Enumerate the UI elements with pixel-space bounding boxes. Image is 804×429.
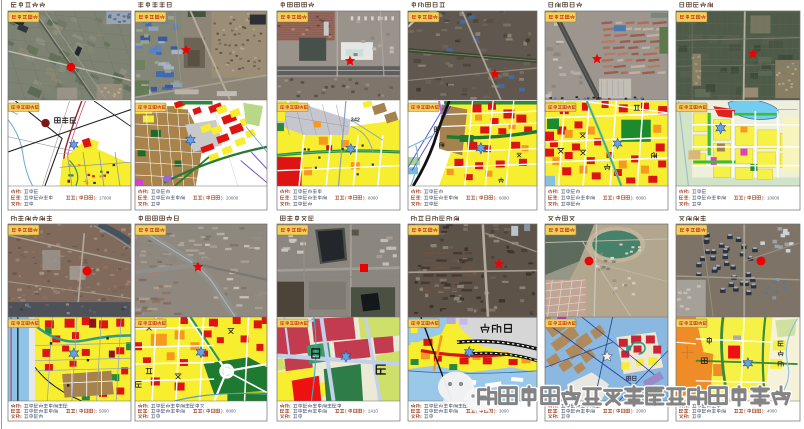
svg-text::: : — [421, 404, 422, 409]
svg-text::: : — [148, 404, 149, 409]
svg-text::: : — [421, 409, 422, 414]
svg-text::: : — [689, 202, 690, 207]
svg-text:(: ( — [476, 195, 478, 200]
svg-text::: : — [148, 189, 149, 194]
svg-text::: : — [148, 195, 149, 200]
svg-text:):: ): — [363, 409, 366, 414]
svg-text:4000: 4000 — [767, 409, 777, 414]
svg-text:8000: 8000 — [226, 409, 236, 414]
svg-text:(: ( — [203, 195, 205, 200]
svg-text::: : — [290, 409, 291, 414]
svg-text:):: ): — [221, 409, 224, 414]
svg-text:8000: 8000 — [368, 195, 378, 200]
svg-text::: : — [421, 189, 422, 194]
svg-text:(: ( — [476, 409, 478, 414]
svg-text::: : — [689, 414, 690, 419]
svg-text:):: ): — [494, 409, 497, 414]
svg-text:(: ( — [76, 195, 78, 200]
svg-text::: : — [421, 414, 422, 419]
svg-text:2410: 2410 — [368, 409, 378, 414]
svg-text:2000: 2000 — [636, 409, 646, 414]
svg-text:3000: 3000 — [499, 409, 509, 414]
svg-text:):: ): — [94, 195, 97, 200]
svg-text::: : — [558, 202, 559, 207]
svg-text:):: ): — [494, 195, 497, 200]
svg-text::: : — [558, 189, 559, 194]
svg-text::: : — [689, 195, 690, 200]
svg-text::: : — [148, 414, 149, 419]
svg-text:):: ): — [363, 195, 366, 200]
svg-text:(: ( — [613, 409, 615, 414]
svg-text::: : — [689, 409, 690, 414]
svg-text:5000: 5000 — [99, 409, 109, 414]
svg-text:(: ( — [613, 195, 615, 200]
svg-text::: : — [421, 202, 422, 207]
svg-text::: : — [148, 202, 149, 207]
svg-text:):: ): — [94, 409, 97, 414]
svg-text::: : — [21, 404, 22, 409]
svg-text:342: 342 — [351, 117, 360, 123]
svg-text::: : — [290, 189, 291, 194]
svg-text:(: ( — [345, 409, 347, 414]
svg-text:):: ): — [762, 195, 765, 200]
svg-text:(: ( — [744, 409, 746, 414]
svg-text:(: ( — [76, 409, 78, 414]
svg-text:8000: 8000 — [636, 195, 646, 200]
svg-text:(: ( — [744, 195, 746, 200]
svg-text:10000: 10000 — [767, 195, 780, 200]
svg-text:):: ): — [221, 195, 224, 200]
svg-text:):: ): — [631, 195, 634, 200]
svg-text::: : — [558, 414, 559, 419]
svg-text::: : — [290, 414, 291, 419]
svg-text::: : — [21, 195, 22, 200]
svg-text::: : — [290, 195, 291, 200]
svg-text::: : — [21, 189, 22, 194]
svg-text::: : — [21, 202, 22, 207]
svg-text:20000: 20000 — [226, 195, 239, 200]
svg-text::: : — [689, 189, 690, 194]
svg-text::: : — [290, 404, 291, 409]
svg-text::: : — [148, 409, 149, 414]
svg-text::: : — [290, 202, 291, 207]
svg-text:(: ( — [203, 409, 205, 414]
svg-text:):: ): — [762, 409, 765, 414]
svg-text:(: ( — [345, 195, 347, 200]
svg-text:):: ): — [631, 409, 634, 414]
svg-text::: : — [558, 409, 559, 414]
svg-text::: : — [421, 195, 422, 200]
svg-text:17000: 17000 — [99, 195, 112, 200]
svg-text::: : — [21, 414, 22, 419]
svg-text::: : — [21, 409, 22, 414]
svg-text::: : — [558, 195, 559, 200]
svg-text:6000: 6000 — [499, 195, 509, 200]
